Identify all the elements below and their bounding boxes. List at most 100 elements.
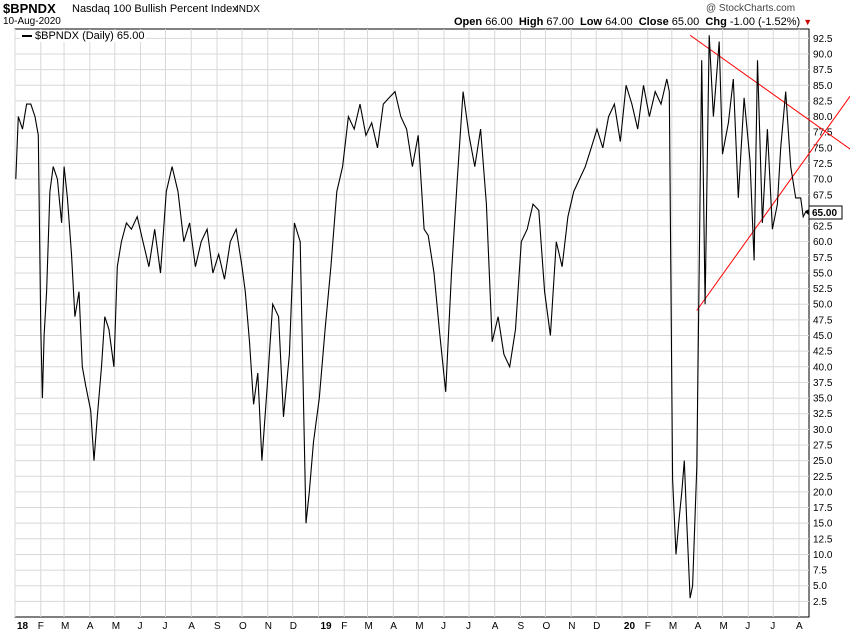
vertical-grid [14, 29, 800, 617]
x-tick-label: A [695, 621, 702, 632]
horizontal-grid [15, 37, 809, 602]
x-tick-label: J [162, 621, 167, 632]
y-tick-label: 80.0 [813, 112, 833, 123]
x-tick-label: A [796, 621, 803, 632]
x-tick-label: S [517, 621, 524, 632]
y-tick-label: 82.5 [813, 96, 833, 107]
y-tick-label: 85.0 [813, 81, 833, 92]
x-tick-label: F [38, 621, 44, 632]
x-tick-label: O [239, 621, 247, 632]
x-tick-label: O [542, 621, 550, 632]
chg-label: Chg [705, 16, 727, 28]
y-tick-label: 70.0 [813, 175, 833, 186]
y-tick-label: 40.0 [813, 362, 833, 373]
y-tick-label: 20.0 [813, 487, 833, 498]
x-tick-label: S [214, 621, 221, 632]
y-tick-label: 57.5 [813, 253, 833, 264]
x-tick-label: A [492, 621, 499, 632]
y-tick-label: 92.5 [813, 34, 833, 45]
y-tick-label: 47.5 [813, 315, 833, 326]
x-tick-label: 20 [624, 621, 636, 632]
high-value: 67.00 [546, 16, 574, 28]
y-tick-label: 17.5 [813, 503, 833, 514]
trendline [696, 95, 850, 311]
y-tick-label: 90.0 [813, 50, 833, 61]
y-tick-label: 87.5 [813, 65, 833, 76]
x-tick-label: A [390, 621, 397, 632]
x-tick-label: M [669, 621, 677, 632]
x-tick-label: J [138, 621, 143, 632]
y-tick-label: 22.5 [813, 472, 833, 483]
close-value: 65.00 [671, 16, 700, 28]
x-axis-labels: 18 F M A M J J A S O N D 19 F M A M J J A S O N D 20 F M A M J J A [17, 621, 803, 632]
x-tick-label: M [112, 621, 120, 632]
y-tick-label: 50.0 [813, 300, 833, 311]
x-tick-label: J [466, 621, 471, 632]
stockcharts-watermark: @ StockCharts.com [706, 3, 796, 14]
x-tick-label: J [745, 621, 750, 632]
y-tick-label: 7.5 [813, 566, 827, 577]
low-value: 64.00 [605, 16, 633, 28]
exchange-label: INDX [236, 4, 260, 15]
y-tick-label: 55.0 [813, 268, 833, 279]
down-arrow-icon: ▼ [803, 17, 813, 27]
x-tick-label: 19 [320, 621, 332, 632]
y-tick-label: 37.5 [813, 378, 833, 389]
high-label: High [518, 16, 544, 28]
y-tick-label: 2.5 [813, 597, 827, 608]
y-tick-label: 45.0 [813, 331, 833, 342]
x-tick-label: D [593, 621, 600, 632]
y-tick-label: 42.5 [813, 347, 833, 358]
last-value-tag: 65.00 [805, 205, 843, 220]
legend-line-swatch [22, 35, 32, 38]
x-tick-label: M [415, 621, 423, 632]
open-label: Open [454, 16, 483, 28]
y-tick-label: 72.5 [813, 159, 833, 170]
y-tick-label: 10.0 [813, 550, 833, 561]
x-tick-label: M [61, 621, 69, 632]
open-value: 66.00 [485, 16, 513, 28]
y-tick-label: 62.5 [813, 222, 833, 233]
plot-frame [14, 28, 810, 618]
symbol-label: $BPNDX [3, 1, 56, 16]
y-tick-label: 27.5 [813, 440, 833, 451]
chart-legend: $BPNDX (Daily) 65.00 [20, 30, 147, 42]
legend-text: $BPNDX (Daily) 65.00 [35, 30, 145, 42]
y-tick-label: 30.0 [813, 425, 833, 436]
x-tick-label: D [290, 621, 297, 632]
date-label: 10-Aug-2020 [3, 16, 61, 27]
x-tick-label: N [265, 621, 272, 632]
x-tick-label: F [341, 621, 347, 632]
y-tick-label: 25.0 [813, 456, 833, 467]
close-label: Close [638, 16, 669, 28]
y-tick-label: 60.0 [813, 237, 833, 248]
series-line [15, 35, 807, 599]
x-tick-label: J [441, 621, 446, 632]
x-tick-label: 18 [17, 621, 29, 632]
low-label: Low [580, 16, 603, 28]
trendlines [689, 34, 850, 311]
y-tick-label: 52.5 [813, 284, 833, 295]
y-tick-label: 77.5 [813, 128, 833, 139]
y-tick-label: 5.0 [813, 581, 827, 592]
quote-bar: Open 66.00 High 67.00 Low 64.00 Close 65… [454, 16, 812, 28]
y-tick-label: 15.0 [813, 519, 833, 530]
x-tick-label: M [720, 621, 728, 632]
x-tick-label: N [568, 621, 575, 632]
last-value-label: 65.00 [812, 208, 837, 219]
trendline [689, 34, 850, 150]
y-tick-label: 67.5 [813, 190, 833, 201]
y-tick-label: 75.0 [813, 143, 833, 154]
x-tick-label: J [770, 621, 775, 632]
chg-value: -1.00 (-1.52%) [729, 16, 801, 28]
last-value-box [808, 205, 843, 220]
index-name: Nasdaq 100 Bullish Percent Index [72, 3, 238, 15]
y-tick-label: 32.5 [813, 409, 833, 420]
x-tick-label: F [645, 621, 651, 632]
x-tick-label: M [365, 621, 373, 632]
y-tick-label: 35.0 [813, 394, 833, 405]
x-tick-label: A [188, 621, 195, 632]
y-axis-labels: 2.5 5.0 7.5 10.0 12.5 15.0 17.5 20.0 22.5 25.0 27.… [813, 34, 833, 608]
y-tick-label: 12.5 [813, 534, 833, 545]
